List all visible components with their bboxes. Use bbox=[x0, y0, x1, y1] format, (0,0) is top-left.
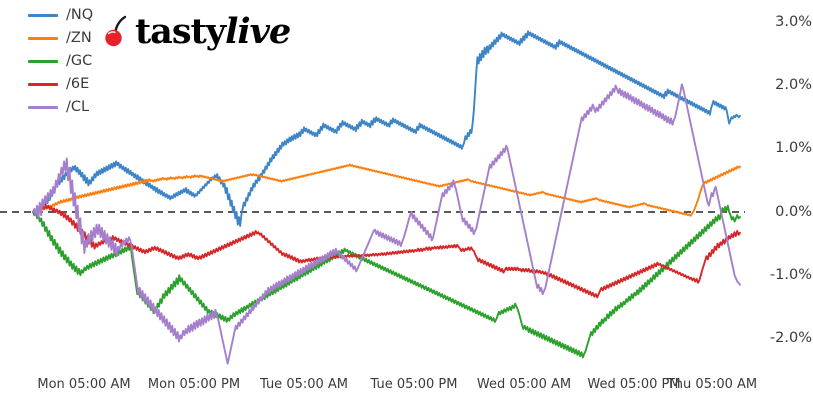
y-tick-label-3: 3.0% bbox=[775, 14, 812, 30]
legend-label-zn: /ZN bbox=[66, 30, 92, 47]
y-tick-label-neg2: -2.0% bbox=[769, 330, 812, 346]
legend-item-gc[interactable]: /GC bbox=[28, 54, 93, 69]
series-line-cl bbox=[32, 83, 741, 365]
series-line-gc bbox=[32, 204, 741, 359]
y-tick-label-2: 2.0% bbox=[775, 77, 812, 93]
x-tick-label-0: Mon 05:00 AM bbox=[37, 377, 131, 392]
logo-wordmark-tasty: tasty bbox=[135, 11, 226, 52]
y-tick-label-0: 0.0% bbox=[775, 204, 812, 220]
series-line-nq bbox=[32, 30, 741, 227]
logo-wordmark-live: live bbox=[225, 11, 291, 52]
y-tick-label-1: 1.0% bbox=[775, 140, 812, 156]
logo-wordmark: tastylive bbox=[135, 11, 291, 52]
x-tick-label-4: Wed 05:00 AM bbox=[476, 377, 572, 392]
legend-item-6e[interactable]: /6E bbox=[28, 77, 93, 92]
legend-item-cl[interactable]: /CL bbox=[28, 100, 93, 115]
series-line-zn bbox=[32, 163, 741, 217]
legend-swatch-cl bbox=[28, 106, 58, 109]
tastylive-logo: tastylive bbox=[104, 11, 291, 52]
series-group bbox=[32, 30, 741, 365]
legend-swatch-zn bbox=[28, 37, 58, 40]
legend-swatch-gc bbox=[28, 60, 58, 63]
chart-legend: /NQ /ZN /GC /6E /CL bbox=[28, 8, 93, 115]
legend-item-nq[interactable]: /NQ bbox=[28, 8, 93, 23]
series-line-6e bbox=[32, 203, 741, 299]
legend-item-zn[interactable]: /ZN bbox=[28, 31, 93, 46]
legend-label-gc: /GC bbox=[66, 53, 93, 70]
legend-swatch-nq bbox=[28, 14, 58, 17]
legend-label-cl: /CL bbox=[66, 99, 90, 116]
x-tick-label-5: Wed 05:00 PM bbox=[587, 377, 681, 392]
cherry-icon bbox=[105, 15, 127, 46]
legend-label-6e: /6E bbox=[66, 76, 90, 93]
legend-swatch-6e bbox=[28, 83, 58, 86]
y-tick-label-neg1: -1.0% bbox=[769, 267, 812, 283]
x-tick-label-3: Tue 05:00 PM bbox=[370, 377, 458, 392]
x-tick-label-6: Thu 05:00 AM bbox=[666, 377, 758, 392]
legend-label-nq: /NQ bbox=[66, 7, 94, 24]
x-tick-label-2: Tue 05:00 AM bbox=[259, 377, 349, 392]
x-tick-label-1: Mon 05:00 PM bbox=[147, 377, 241, 392]
